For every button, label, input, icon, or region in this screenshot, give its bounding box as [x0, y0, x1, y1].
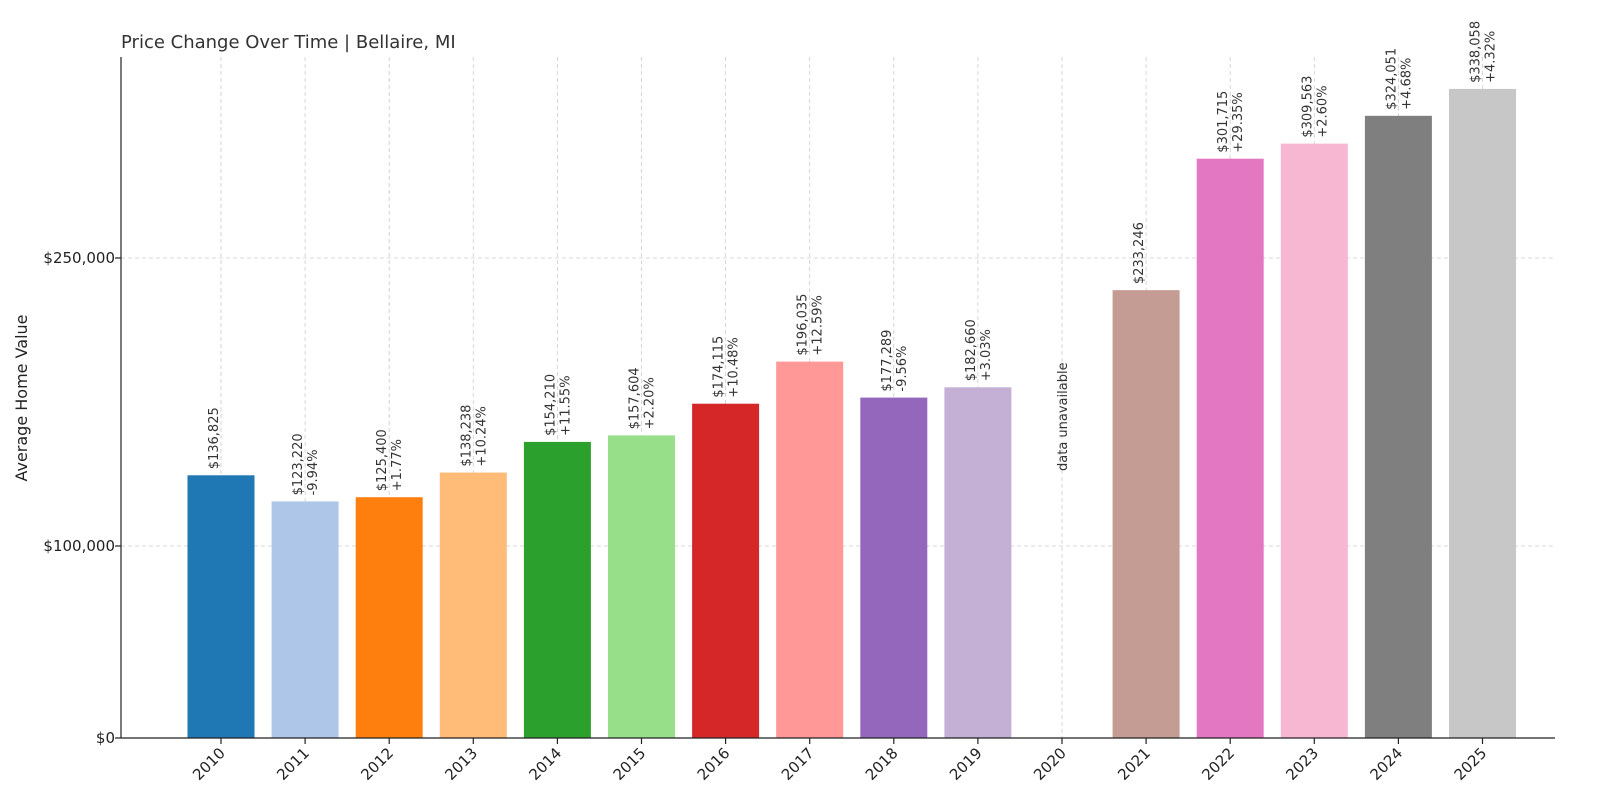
bar	[1280, 143, 1348, 738]
bar	[355, 497, 423, 738]
chart-title: Price Change Over Time | Bellaire, MI	[121, 32, 456, 53]
change-label: +1.77%	[390, 439, 405, 491]
bar	[439, 472, 507, 738]
change-label: +12.59%	[811, 295, 826, 355]
change-label: -9.56%	[895, 346, 910, 392]
x-tick-label: 2025	[1451, 744, 1491, 784]
change-label: +29.35%	[1231, 92, 1246, 152]
change-label: +10.24%	[474, 406, 489, 466]
value-label: $196,035	[796, 294, 811, 356]
y-axis-label: Average Home Value	[12, 314, 31, 481]
value-label: $123,220	[291, 433, 306, 495]
bar	[187, 475, 255, 738]
value-label: $157,604	[628, 367, 643, 429]
x-tick-label: 2016	[694, 744, 734, 784]
value-label: $154,210	[543, 374, 558, 436]
x-tick-label: 2021	[1114, 744, 1154, 784]
bar	[523, 441, 591, 738]
change-label: +4.68%	[1399, 58, 1414, 110]
value-label: $338,058	[1469, 21, 1484, 83]
value-label: $138,238	[459, 405, 474, 467]
value-label: $324,051	[1384, 48, 1399, 110]
change-label: +10.48%	[727, 337, 742, 397]
value-label: $136,825	[207, 407, 222, 469]
bar	[271, 501, 339, 738]
x-tick-label: 2012	[357, 744, 397, 784]
x-tick-label: 2011	[273, 744, 313, 784]
bar	[608, 435, 675, 738]
x-tick-label: 2015	[610, 744, 650, 784]
y-axis-ticks: $0 $100,000 $250,000	[43, 249, 121, 747]
x-tick-label: 2023	[1282, 744, 1322, 784]
change-label: +4.32%	[1484, 31, 1499, 83]
x-tick-label: 2014	[525, 744, 565, 784]
x-axis-ticks: 2010 2011 2012 2013 2014 2015 2016 2017 2018 2019…	[189, 738, 1490, 784]
bar	[776, 361, 844, 738]
value-label: $177,289	[880, 330, 895, 392]
y-tick-label: $100,000	[43, 537, 115, 555]
value-label: $182,660	[964, 319, 979, 381]
value-label: $309,563	[1300, 76, 1315, 138]
bar	[692, 403, 760, 738]
data-labels: $136,825 $123,220 -9.94% $125,400 +1.77% $138…	[207, 21, 1499, 496]
value-label: $301,715	[1216, 91, 1231, 153]
change-label: -9.94%	[306, 449, 321, 495]
x-tick-label: 2022	[1198, 744, 1238, 784]
x-tick-label: 2018	[862, 744, 902, 784]
x-tick-label: 2013	[441, 744, 481, 784]
bar	[1364, 115, 1432, 738]
y-tick-label: $250,000	[43, 249, 115, 267]
bar	[1196, 158, 1264, 738]
change-label: +2.60%	[1315, 85, 1330, 137]
bar	[944, 387, 1012, 738]
y-tick-label: $0	[96, 729, 115, 747]
bar	[1112, 290, 1180, 738]
missing-data-label: data unavailable	[1056, 362, 1071, 471]
x-tick-label: 2010	[189, 744, 229, 784]
x-tick-label: 2017	[778, 744, 818, 784]
change-label: +11.55%	[558, 375, 573, 435]
bars	[187, 88, 1516, 738]
value-label: $174,115	[712, 336, 727, 398]
x-tick-label: 2019	[946, 744, 986, 784]
change-label: +2.20%	[643, 377, 658, 429]
x-tick-label: 2020	[1030, 744, 1070, 784]
value-label: $125,400	[375, 429, 390, 491]
bar	[1449, 88, 1516, 738]
x-tick-label: 2024	[1366, 744, 1406, 784]
value-label: $233,246	[1132, 222, 1147, 284]
bar	[860, 397, 928, 738]
change-label: +3.03%	[979, 329, 994, 381]
